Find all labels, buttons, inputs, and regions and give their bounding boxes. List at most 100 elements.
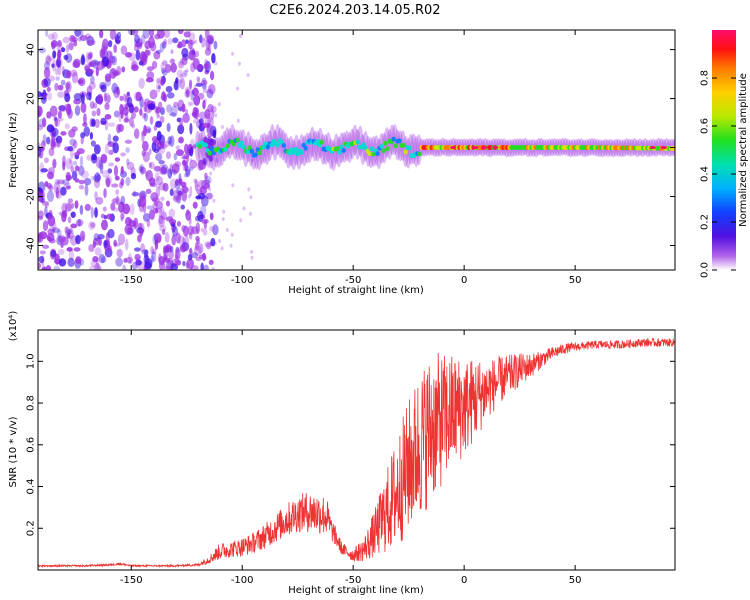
spectral-blob — [176, 221, 182, 227]
spectral-blob — [58, 258, 67, 267]
spectral-blob — [202, 99, 206, 110]
spectral-blob — [381, 132, 388, 164]
spectral-blob — [187, 39, 193, 50]
spectral-blob — [55, 76, 60, 81]
spectral-blob — [96, 265, 102, 270]
spectral-blob — [51, 227, 60, 233]
spectral-blob — [303, 145, 308, 151]
spectral-blob — [176, 79, 183, 84]
spectral-blob — [192, 87, 199, 97]
spectral-blob — [94, 172, 101, 183]
spectral-blob — [204, 175, 212, 185]
y-tick-label: 0.8 — [26, 395, 37, 411]
spectral-blob — [246, 73, 250, 78]
spectral-blob — [93, 174, 97, 183]
spectral-blob — [247, 145, 252, 151]
spectral-blob — [245, 149, 250, 155]
spectral-blob — [649, 145, 656, 150]
spectral-blob — [68, 42, 74, 51]
spectral-blob — [145, 77, 154, 83]
spectral-blob — [190, 90, 195, 101]
spectral-blob — [189, 167, 194, 172]
spectral-blob — [346, 132, 353, 163]
spectral-blob — [113, 44, 117, 54]
spectral-blob — [114, 175, 120, 181]
spectral-blob — [203, 256, 207, 261]
spectral-blob — [163, 30, 171, 39]
spectral-blob — [191, 252, 199, 259]
spectral-blob — [371, 151, 376, 157]
spectral-blob — [67, 145, 74, 152]
spectral-blob — [327, 138, 334, 170]
spectral-blob — [98, 253, 106, 264]
spectral-blob — [49, 105, 58, 117]
spectral-blob — [108, 40, 113, 48]
spectral-blob — [158, 182, 166, 191]
spectral-blob — [166, 92, 175, 99]
spectral-blob — [60, 79, 66, 86]
spectral-blob — [83, 113, 87, 125]
spectral-blob — [206, 183, 210, 188]
spectral-blob — [142, 151, 150, 163]
spectral-blob — [134, 247, 141, 252]
spectral-blob — [176, 69, 184, 79]
spectral-blob — [220, 246, 224, 251]
spectral-blob — [158, 212, 162, 218]
spectral-blob — [193, 84, 197, 89]
spectrogram-marks — [38, 30, 675, 270]
spectral-blob — [90, 140, 96, 147]
spectral-blob — [150, 245, 154, 255]
spectral-blob — [75, 234, 81, 245]
spectral-blob — [108, 162, 115, 167]
colorbar-label: Normalized spectral amplitude — [738, 73, 749, 227]
spectral-blob — [177, 178, 182, 187]
snr-x-ticks: -150 -100 -50 0 50 — [120, 330, 581, 586]
spectral-blob — [89, 132, 93, 140]
spectral-blob — [79, 35, 88, 42]
spectral-blob — [171, 163, 180, 174]
spectral-blob — [143, 112, 149, 122]
spectral-blob — [231, 51, 235, 56]
spectral-blob — [115, 189, 120, 195]
spectral-blob — [158, 215, 164, 225]
x-tick-label: -50 — [345, 275, 361, 286]
spectral-blob — [120, 152, 127, 157]
spectral-blob — [84, 203, 91, 212]
spectral-blob — [79, 30, 84, 38]
spectral-blob — [176, 194, 181, 204]
spectral-blob — [151, 248, 157, 255]
spectral-blob — [282, 132, 289, 164]
spectral-blob — [250, 249, 254, 254]
spectral-blob — [159, 206, 165, 214]
spectral-blob — [209, 212, 214, 221]
spectral-blob — [84, 65, 91, 72]
spectral-blob — [385, 146, 390, 152]
spectral-blob — [46, 86, 51, 92]
spectral-blob — [153, 200, 159, 207]
spectral-blob — [221, 217, 225, 222]
spectral-blob — [220, 125, 224, 130]
spectral-blob — [52, 158, 57, 169]
spectral-blob — [183, 143, 189, 155]
spectral-blob — [83, 126, 91, 137]
spectral-blob — [229, 243, 233, 248]
spectral-blob — [78, 77, 86, 87]
spectral-blob — [64, 123, 70, 130]
spectral-blob — [161, 41, 167, 49]
spectral-blob — [93, 233, 100, 241]
spectral-blob — [106, 95, 111, 103]
spectral-blob — [151, 136, 159, 143]
spectral-blob — [89, 101, 95, 110]
spectral-blob — [102, 38, 109, 51]
spectral-blob — [117, 233, 126, 245]
spectral-blob — [96, 60, 104, 71]
x-tick-label: -150 — [120, 575, 143, 586]
spectral-blob — [213, 136, 220, 168]
spectral-blob — [80, 55, 86, 66]
spectral-blob — [80, 102, 87, 114]
spectral-blob — [45, 265, 52, 270]
spectral-blob — [164, 64, 172, 73]
spectral-blob — [141, 150, 146, 157]
spectral-blob — [281, 143, 286, 148]
